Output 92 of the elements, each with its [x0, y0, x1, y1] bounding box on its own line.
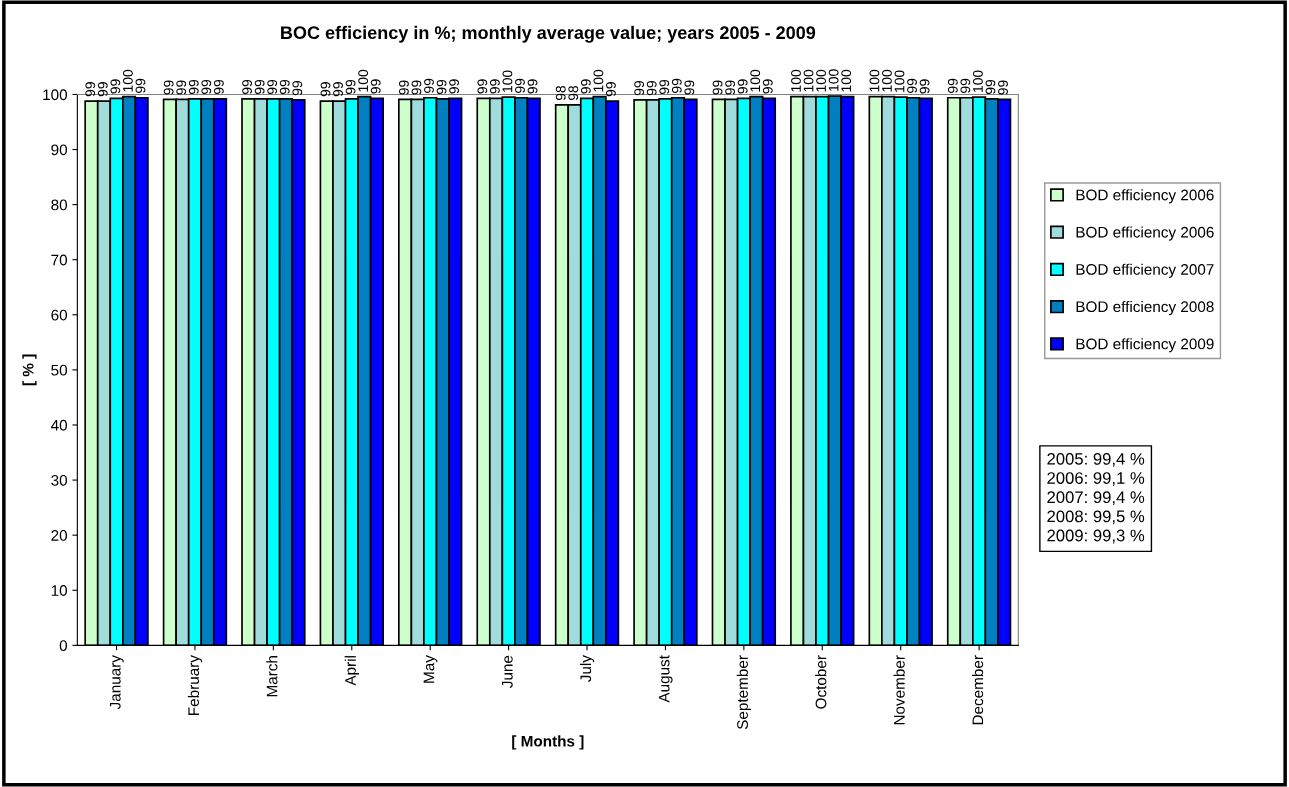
- legend-label: BOD efficiency 2006: [1076, 189, 1214, 204]
- y-tick-label: 20: [51, 530, 68, 541]
- data-label: 100: [882, 69, 892, 92]
- data-label: 99: [737, 79, 748, 94]
- data-label: 100: [828, 69, 839, 91]
- data-label: 100: [894, 70, 905, 92]
- data-label: 99: [85, 82, 96, 97]
- data-label: 99: [606, 82, 616, 97]
- data-label: 99: [201, 79, 212, 95]
- data-label: 100: [816, 69, 826, 92]
- data-label: 99: [985, 79, 996, 95]
- data-label: 100: [869, 69, 880, 92]
- data-label: 99: [684, 80, 695, 95]
- y-tick-label: 0: [59, 640, 68, 652]
- text: 2005: 99,4 % 2006: 99,1 % 2007: 99,4 % 2008: 99,5 % 2009: 99,3 %: [1047, 452, 1145, 544]
- data-label: 99: [188, 79, 199, 95]
- data-label: 99: [489, 79, 500, 94]
- data-label: 99: [671, 78, 682, 93]
- legend-label: BOD efficiency 2007: [1076, 263, 1214, 278]
- data-label: 99: [449, 79, 460, 94]
- data-label: 99: [659, 79, 670, 95]
- x-tick-label: June: [502, 655, 513, 688]
- data-label: 99: [725, 80, 736, 95]
- data-label: 99: [947, 78, 958, 93]
- x-tick-label: February: [187, 655, 203, 715]
- x-tick-label: October: [815, 655, 827, 709]
- y-tick-label: 30: [51, 474, 68, 486]
- data-label: 99: [399, 80, 409, 95]
- data-label: 98: [568, 85, 579, 101]
- data-label: 99: [110, 79, 121, 94]
- y-tick-label: 80: [51, 199, 68, 211]
- y-tick-label: 90: [51, 144, 68, 156]
- data-label: 100: [841, 69, 852, 92]
- data-label: 99: [254, 79, 265, 95]
- data-label: 100: [750, 69, 761, 92]
- data-label: 99: [424, 78, 434, 93]
- data-label: 99: [135, 78, 146, 93]
- data-label: 99: [580, 79, 591, 94]
- data-label: 99: [919, 79, 930, 94]
- data-label: 100: [122, 69, 133, 92]
- legend-label: BOD efficiency 2009: [1076, 338, 1214, 353]
- legend-label: BOD efficiency 2006: [1076, 226, 1214, 241]
- x-tick-label: March: [266, 656, 278, 697]
- data-label: 99: [242, 79, 253, 95]
- data-label: 99: [411, 80, 422, 95]
- data-label: 99: [267, 79, 278, 95]
- data-label: 99: [646, 80, 657, 96]
- data-label: 99: [634, 80, 645, 96]
- data-label: 99: [960, 78, 971, 93]
- data-label: 100: [358, 69, 369, 92]
- y-axis-title: [ % ]: [22, 354, 37, 386]
- data-label: 100: [791, 69, 801, 92]
- data-label: 99: [279, 79, 290, 95]
- x-tick-label: July: [579, 655, 595, 682]
- data-label: 99: [213, 79, 224, 95]
- y-tick-label: 100: [43, 89, 68, 101]
- data-label: 99: [477, 79, 488, 94]
- data-label: 100: [803, 69, 814, 92]
- data-label: 99: [712, 80, 723, 95]
- data-label: 99: [762, 79, 773, 94]
- x-tick-label: January: [109, 655, 124, 710]
- data-label: 99: [292, 80, 303, 96]
- y-tick-label: 60: [51, 309, 68, 321]
- data-label: 99: [163, 80, 174, 95]
- data-label: 99: [333, 82, 343, 97]
- data-label: 99: [515, 78, 525, 93]
- y-tick-label: 50: [51, 364, 68, 376]
- y-tick-label: 10: [51, 585, 68, 596]
- data-label: 99: [436, 79, 447, 95]
- data-label: 98: [555, 85, 566, 101]
- x-tick-label: November: [893, 655, 905, 725]
- chart-title: BOC efficiency in %; monthly average value; years 2005 - 2009: [281, 25, 816, 43]
- y-tick-label: 70: [51, 254, 68, 266]
- data-label: 100: [502, 70, 513, 92]
- data-label: 99: [176, 80, 187, 95]
- data-label: 99: [320, 82, 331, 97]
- x-tick-label: May: [423, 655, 438, 683]
- x-axis-title: [ Months ]: [512, 735, 584, 750]
- x-tick-label: April: [344, 656, 359, 686]
- data-label: 99: [370, 79, 381, 94]
- data-label: 99: [527, 79, 538, 94]
- x-tick-label: September: [736, 655, 751, 730]
- x-tick-label: December: [971, 655, 984, 725]
- data-label: 99: [907, 78, 917, 93]
- y-tick-label: 40: [50, 419, 68, 431]
- data-label: 99: [998, 80, 1008, 95]
- data-label: 99: [97, 82, 108, 97]
- data-label: 100: [593, 69, 604, 92]
- legend-label: BOD efficiency 2008: [1076, 300, 1214, 316]
- x-tick-label: August: [658, 655, 673, 703]
- data-label: 99: [345, 79, 356, 95]
- data-label: 100: [973, 70, 983, 92]
